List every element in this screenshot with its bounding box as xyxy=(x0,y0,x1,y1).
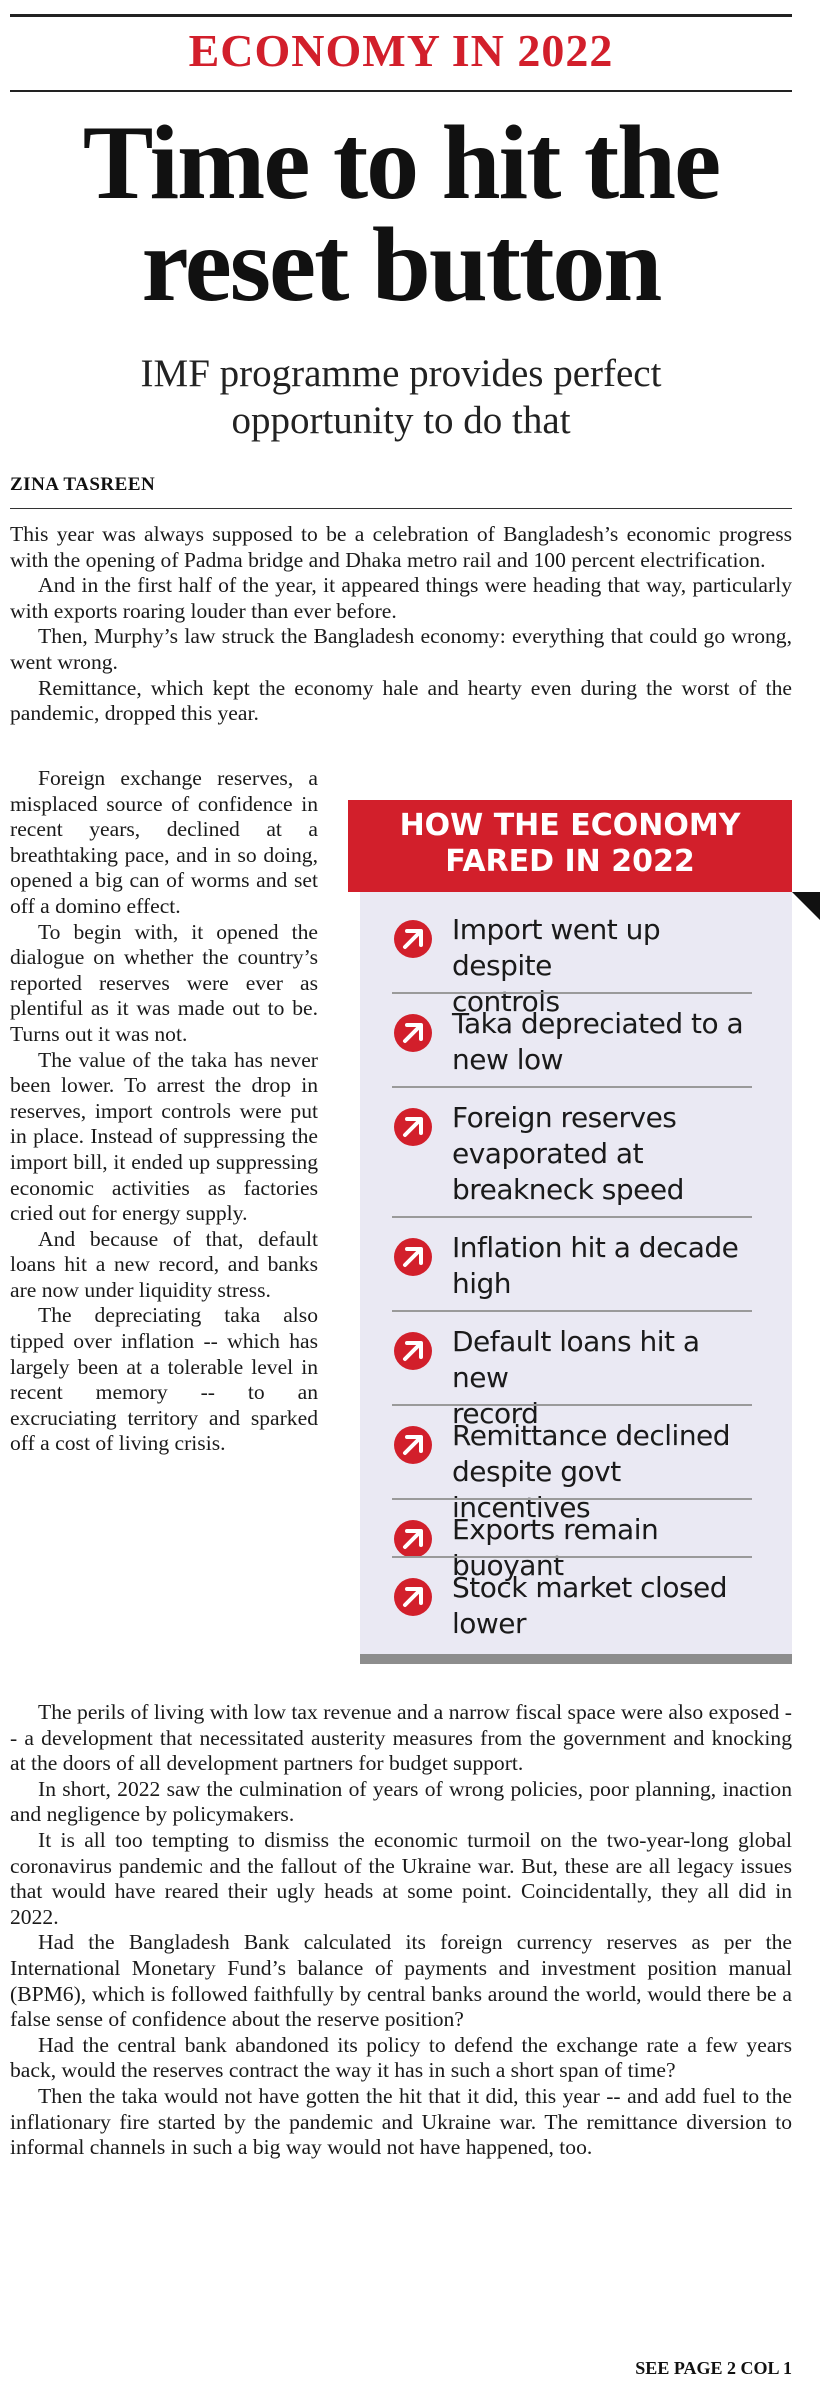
paragraph: The depreciating taka also tipped over i… xyxy=(10,1303,318,1456)
factbox-item-line: lower xyxy=(452,1607,527,1640)
top-rule xyxy=(10,14,792,17)
factbox-item-line: despite govt incentives xyxy=(452,1455,621,1524)
paragraph: The perils of living with low tax revenu… xyxy=(10,1700,792,1776)
paragraph: Foreign exchange reserves, a misplaced s… xyxy=(10,766,318,918)
economy-factbox: HOW THE ECONOMY FARED IN 2022 Import wen… xyxy=(348,800,820,1668)
article-page: ECONOMY IN 2022 Time to hit the reset bu… xyxy=(10,0,820,2390)
subheadline-line-1: IMF programme provides perfect xyxy=(140,352,662,395)
factbox-divider xyxy=(392,1498,752,1500)
factbox-item-line: Remittance declined xyxy=(452,1419,731,1452)
factbox-divider xyxy=(392,1086,752,1088)
factbox-item-line: controls xyxy=(452,985,560,1018)
factbox-item-line: Import went up despite xyxy=(452,913,661,982)
byline: ZINA TASREEN xyxy=(10,474,156,495)
factbox-corner-fold xyxy=(792,892,820,920)
headline-line-1: Time to hit the xyxy=(82,104,721,221)
factbox-item-line: Taka depreciated to a xyxy=(452,1007,744,1040)
paragraph: And in the first half of the year, it ap… xyxy=(10,573,792,623)
factbox-divider xyxy=(392,1310,752,1312)
circle-arrow-icon xyxy=(394,1426,432,1464)
factbox-divider xyxy=(392,1216,752,1218)
article-intro: This year was always supposed to be a ce… xyxy=(10,522,792,727)
factbox-title-line-1: HOW THE ECONOMY xyxy=(399,808,741,843)
paragraph: This year was always supposed to be a ce… xyxy=(10,522,792,572)
factbox-item-line: Inflation hit a decade xyxy=(452,1231,739,1264)
section-rule xyxy=(10,90,792,92)
factbox-header: HOW THE ECONOMY FARED IN 2022 xyxy=(348,800,792,892)
paragraph: And because of that, default loans hit a… xyxy=(10,1226,318,1302)
factbox-divider xyxy=(392,1404,752,1406)
factbox-item-line: Exports remain buoyant xyxy=(452,1513,659,1582)
factbox-item-text: Inflation hit a decade high xyxy=(452,1230,752,1302)
factbox-item-text: Import went up despite controls xyxy=(452,912,752,1020)
factbox-item-text: Remittance declined despite govt incentiv… xyxy=(452,1418,752,1526)
paragraph: In short, 2022 saw the culmination of ye… xyxy=(10,1776,792,1827)
circle-arrow-icon xyxy=(394,1520,432,1558)
circle-arrow-icon xyxy=(394,1108,432,1146)
factbox-item-line: Foreign reserves xyxy=(452,1101,677,1134)
factbox-item-line: Stock market closed xyxy=(452,1571,728,1604)
headline-line-2: reset button xyxy=(141,206,663,323)
continued-jump-line[interactable]: SEE PAGE 2 COL 1 xyxy=(635,2358,792,2378)
factbox-title: HOW THE ECONOMY FARED IN 2022 xyxy=(348,808,792,880)
paragraph: Then, Murphy’s law struck the Bangladesh… xyxy=(10,624,792,674)
section-label: ECONOMY IN 2022 xyxy=(188,25,614,76)
factbox-item-line: Default loans hit a new xyxy=(452,1325,700,1394)
subheadline: IMF programme provides perfect opportuni… xyxy=(10,350,792,444)
circle-arrow-icon xyxy=(394,1238,432,1276)
factbox-item-line: breakneck speed xyxy=(452,1173,684,1206)
factbox-body: Import went up despite controls Taka depre… xyxy=(360,892,792,1654)
factbox-item-text: Exports remain buoyant xyxy=(452,1512,752,1584)
factbox-divider xyxy=(392,1556,752,1558)
factbox-item-line: record xyxy=(452,1397,539,1430)
circle-arrow-icon xyxy=(394,1014,432,1052)
factbox-item-text: Taka depreciated to a new low xyxy=(452,1006,752,1078)
article-continuation: The perils of living with low tax revenu… xyxy=(10,1700,792,2161)
factbox-item-line: new low xyxy=(452,1043,564,1076)
paragraph: Then the taka would not have gotten the … xyxy=(10,2083,792,2160)
headline: Time to hit the reset button xyxy=(10,104,792,323)
paragraph: Remittance, which kept the economy hale … xyxy=(10,675,792,726)
circle-arrow-icon xyxy=(394,1578,432,1616)
paragraph: It is all too tempting to dismiss the ec… xyxy=(10,1827,792,1929)
factbox-item-text: Default loans hit a new record xyxy=(452,1324,752,1432)
paragraph: Had the central bank abandoned its polic… xyxy=(10,2032,792,2083)
paragraph: The value of the taka has never been low… xyxy=(10,1047,318,1226)
factbox-item-line: evaporated at xyxy=(452,1137,644,1170)
factbox-bottom-bar xyxy=(360,1654,792,1664)
article-column: Foreign exchange reserves, a misplaced s… xyxy=(10,766,318,1457)
factbox-item-line: high xyxy=(452,1267,512,1300)
factbox-item-text: Stock market closed lower xyxy=(452,1570,752,1642)
paragraph: To begin with, it opened the dialogue on… xyxy=(10,919,318,1046)
subheadline-line-2: opportunity to do that xyxy=(231,399,571,442)
circle-arrow-icon xyxy=(394,1332,432,1370)
circle-arrow-icon xyxy=(394,920,432,958)
factbox-divider xyxy=(392,992,752,994)
byline-rule xyxy=(10,508,792,509)
factbox-item-text: Foreign reserves evaporated at breakneck s… xyxy=(452,1100,752,1208)
paragraph: Had the Bangladesh Bank calculated its f… xyxy=(10,1930,792,2032)
factbox-title-line-2: FARED IN 2022 xyxy=(445,844,695,879)
